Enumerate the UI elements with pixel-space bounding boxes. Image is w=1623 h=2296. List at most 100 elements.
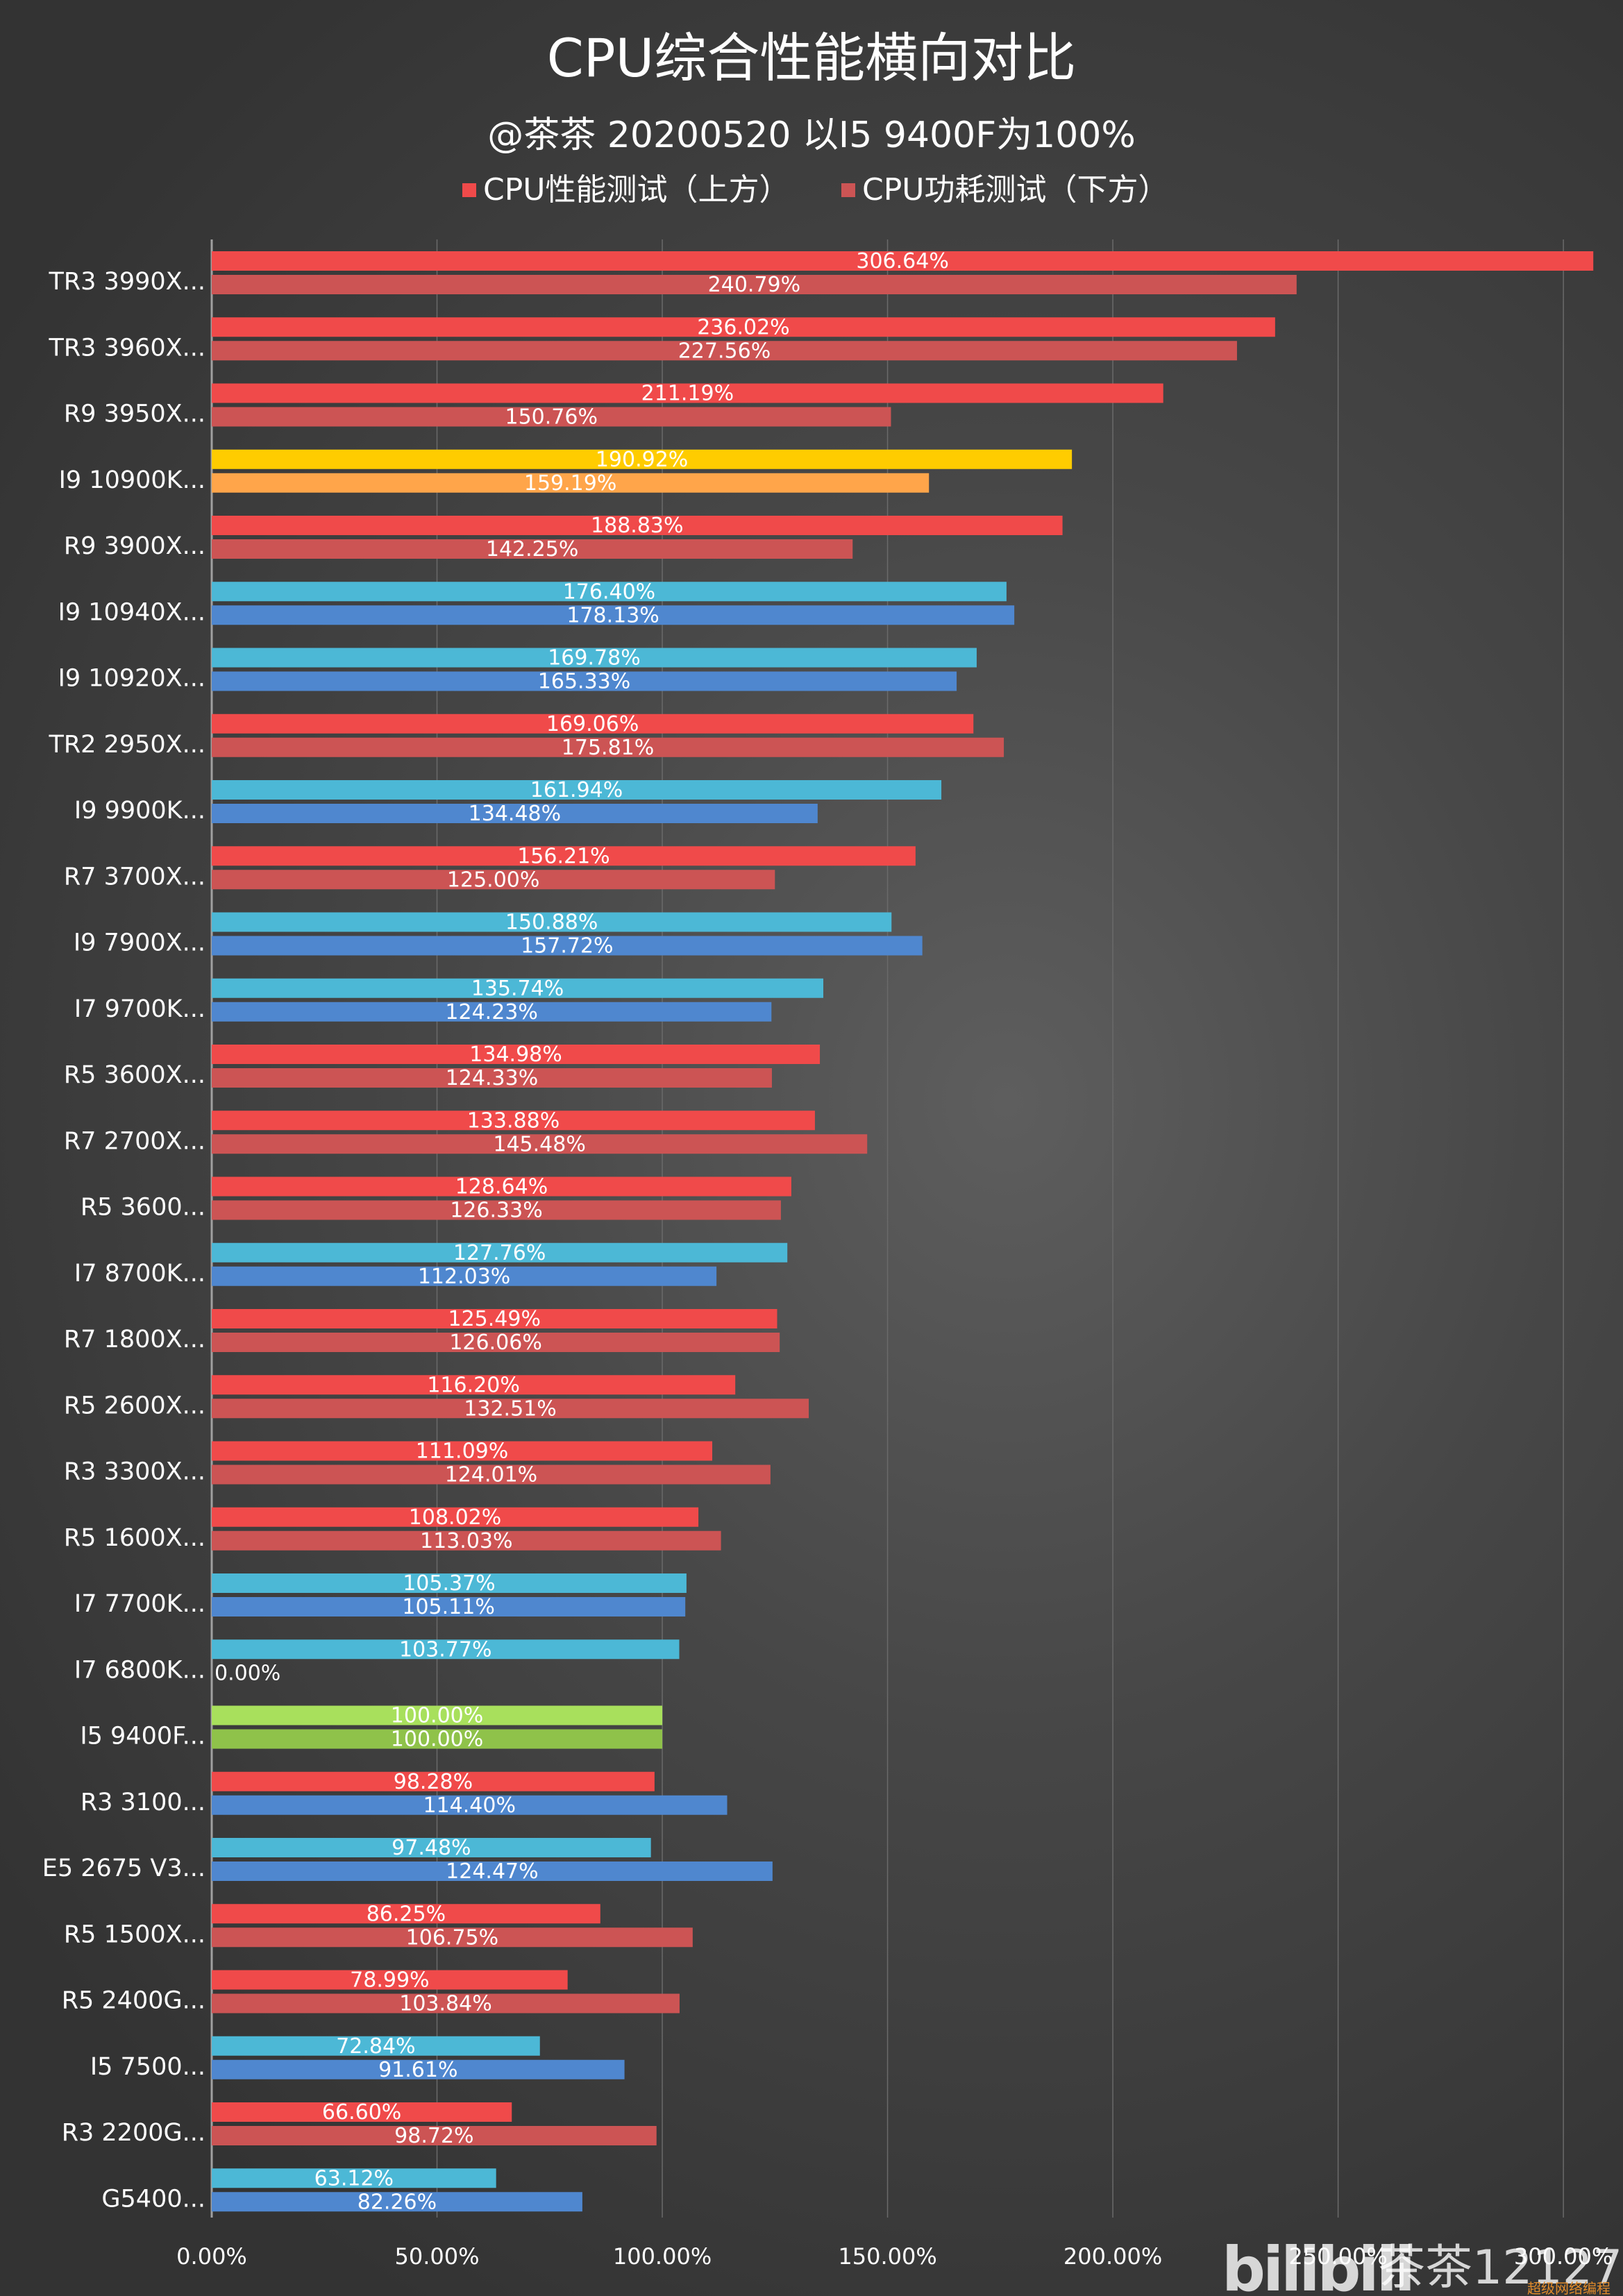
data-label-power: 103.84%	[399, 1992, 491, 2016]
data-label-perf: 78.99%	[350, 1968, 429, 1993]
data-label-perf: 128.64%	[455, 1175, 548, 1199]
category-label: R7 1800X...	[64, 1326, 205, 1353]
bar-power	[212, 1597, 686, 1617]
category-label: R5 3600X...	[64, 1061, 205, 1089]
data-label-power: 124.01%	[445, 1463, 537, 1487]
legend-swatch-perf	[462, 183, 476, 197]
data-label-power: 98.72%	[394, 2124, 473, 2148]
bar-perf	[212, 1441, 713, 1461]
bar-perf	[212, 1705, 663, 1725]
data-label-power: 159.19%	[524, 471, 616, 496]
bar-perf	[212, 846, 916, 866]
data-label-power: 125.00%	[447, 868, 539, 892]
bar-perf	[212, 780, 942, 800]
data-label-perf: 156.21%	[517, 844, 609, 868]
data-label-perf: 97.48%	[392, 1836, 471, 1860]
bar-perf	[212, 582, 1007, 602]
category-label: TR3 3960X...	[48, 334, 205, 362]
bar-perf	[212, 1111, 815, 1131]
watermark-sub: 超级网络编程	[1527, 2280, 1611, 2296]
bar-perf	[212, 1838, 651, 1857]
watermark: bilibili 茶茶12127 超级网络编程	[1222, 2234, 1622, 2296]
bar-power	[212, 1200, 781, 1220]
bar-power	[212, 804, 818, 823]
category-label: E5 2675 V3...	[42, 1855, 205, 1882]
bar-perf	[212, 1639, 680, 1660]
bar-perf	[212, 1573, 687, 1593]
bar-perf	[212, 317, 1275, 337]
category-label: I7 7700K...	[74, 1590, 205, 1618]
data-label-power: 106.75%	[406, 1925, 498, 1950]
category-label: I7 6800K...	[74, 1656, 205, 1684]
bar-perf	[212, 1242, 788, 1263]
category-label: TR3 3990X...	[48, 268, 205, 296]
bar-power	[212, 407, 891, 427]
data-label-perf: 133.88%	[467, 1108, 560, 1133]
bar-perf	[212, 1309, 777, 1328]
data-label-power: 145.48%	[493, 1132, 585, 1156]
data-label-perf: 116.20%	[427, 1373, 519, 1397]
category-label: TR2 2950X...	[48, 731, 205, 759]
bar-perf	[212, 714, 974, 734]
x-tick-label: 100.00%	[613, 2243, 712, 2270]
bar-power	[212, 1266, 717, 1286]
x-tick-label: 250.00%	[1288, 2243, 1387, 2270]
bar-perf	[212, 2036, 540, 2056]
data-label-power: 82.26%	[358, 2190, 437, 2214]
bar-perf	[212, 1375, 736, 1395]
data-label-power: 178.13%	[566, 603, 659, 627]
chart-title: CPU综合性能横向对比	[547, 27, 1077, 89]
x-tick-label: 50.00%	[395, 2243, 480, 2270]
data-label-perf: 125.49%	[448, 1307, 540, 1331]
data-label-perf: 111.09%	[416, 1440, 508, 1464]
category-label: I9 7900X...	[74, 929, 205, 957]
bar-power	[212, 737, 1004, 757]
bar-power	[212, 341, 1237, 361]
data-label-perf: 100.00%	[391, 1704, 483, 1728]
category-label: I9 10900K...	[59, 466, 205, 494]
bar-power	[212, 1068, 772, 1088]
category-label: R5 2600X...	[64, 1392, 205, 1419]
data-label-power: 113.03%	[420, 1529, 512, 1553]
bar-power	[212, 2126, 657, 2145]
bar-perf	[212, 1904, 600, 1924]
watermark-logo: bilibili	[1222, 2234, 1413, 2296]
category-label: R5 3600...	[81, 1194, 205, 1222]
bar-power	[212, 1134, 868, 1154]
data-label-power: 142.25%	[486, 537, 578, 562]
data-label-power: 134.48%	[469, 802, 561, 826]
data-label-power: 227.56%	[678, 339, 771, 363]
data-label-power: 150.76%	[505, 405, 598, 430]
bar-power	[212, 2059, 625, 2079]
data-label-perf: 108.02%	[409, 1505, 501, 1530]
legend-label-power: CPU功耗测试（下方）	[862, 172, 1168, 208]
category-label: G5400...	[101, 2185, 205, 2213]
data-label-perf: 86.25%	[367, 1902, 446, 1926]
legend: CPU性能测试（上方） CPU功耗测试（下方）	[462, 172, 1168, 208]
bar-perf	[212, 648, 977, 668]
category-label: R5 1500X...	[64, 1921, 205, 1948]
legend-swatch-power	[841, 183, 855, 197]
data-label-power: 105.11%	[402, 1595, 494, 1619]
data-label-perf: 127.76%	[453, 1241, 546, 1265]
category-label: I9 9900K...	[74, 797, 205, 825]
bar-power	[212, 870, 775, 890]
data-label-perf: 103.77%	[399, 1637, 491, 1662]
bar-power	[212, 2192, 582, 2212]
category-label: I9 10940X...	[58, 598, 205, 626]
data-label-power: 112.03%	[418, 1265, 510, 1289]
category-label: R3 3100...	[81, 1789, 205, 1816]
data-label-perf: 169.78%	[548, 646, 640, 670]
data-label-perf: 105.37%	[403, 1571, 495, 1596]
bars: 306.64% 240.79% 236.02%227.56% 211.19% 150.7…	[212, 249, 1594, 2214]
data-label-perf: 169.06%	[546, 712, 639, 736]
data-label-power: 124.33%	[446, 1066, 538, 1090]
x-tick-label: 150.00%	[838, 2243, 936, 2270]
data-label-power: 124.23%	[445, 1000, 537, 1024]
data-label-perf: 190.92%	[596, 448, 688, 472]
legend-label-perf: CPU性能测试（上方）	[483, 172, 789, 208]
chart-subtitle: @茶茶 20200520 以I5 9400F为100%	[487, 115, 1136, 156]
bar-power	[212, 1399, 809, 1419]
bar-power	[212, 275, 1297, 294]
